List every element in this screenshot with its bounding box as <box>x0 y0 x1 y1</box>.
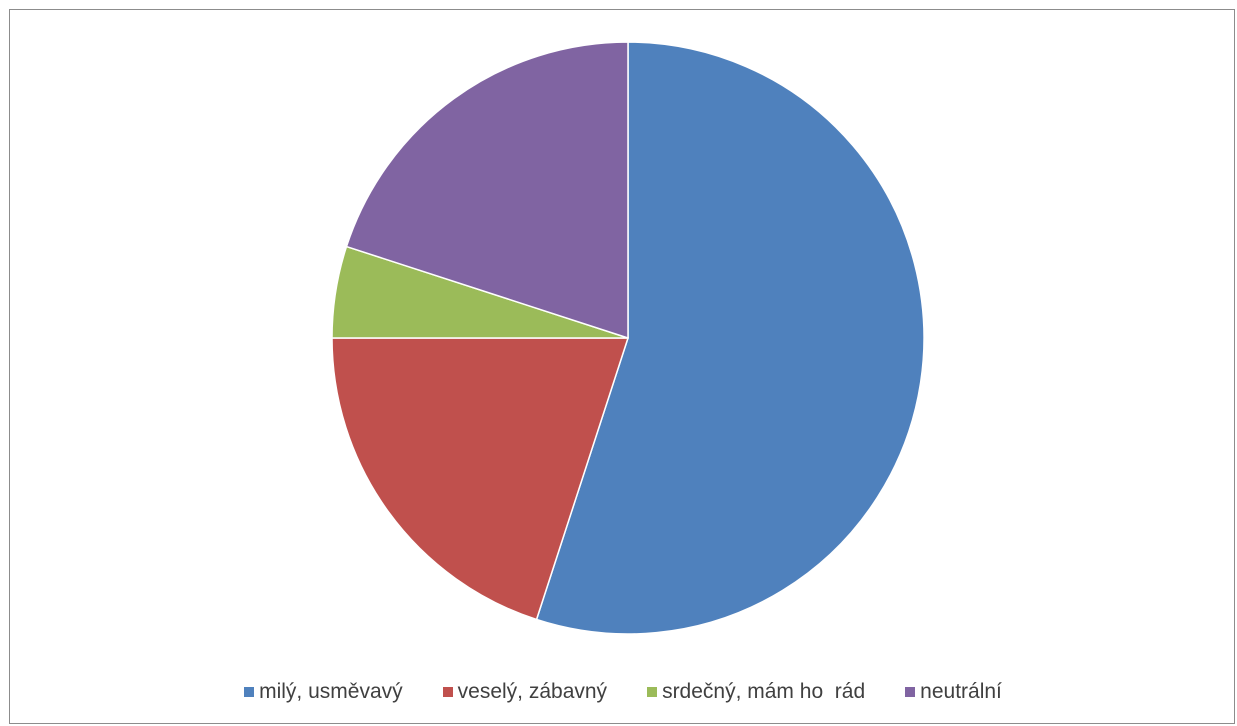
legend-label: milý, usměvavý <box>259 680 403 703</box>
pie-chart <box>331 41 925 635</box>
legend-label: srdečný, mám ho rád <box>662 680 866 703</box>
legend-item-mily: milý, usměvavý <box>244 680 403 704</box>
legend-swatch <box>442 687 453 697</box>
slice-neutralni <box>345 41 629 340</box>
legend-swatch <box>905 687 916 697</box>
slice-vesely <box>331 337 630 621</box>
legend-swatch <box>647 687 658 697</box>
chart-area: milý, usměvavý veselý, zábavný srdečný, … <box>9 9 1235 724</box>
legend-swatch <box>244 687 255 697</box>
legend-item-neutralni: neutrální <box>905 680 1002 704</box>
chart-legend: milý, usměvavý veselý, zábavný srdečný, … <box>10 678 1236 706</box>
legend-label: veselý, zábavný <box>457 680 608 703</box>
legend-item-srdecny: srdečný, mám ho rád <box>647 680 865 704</box>
slice-mily <box>535 41 925 635</box>
legend-item-vesely: veselý, zábavný <box>442 680 608 704</box>
legend-label: neutrální <box>920 680 1002 703</box>
